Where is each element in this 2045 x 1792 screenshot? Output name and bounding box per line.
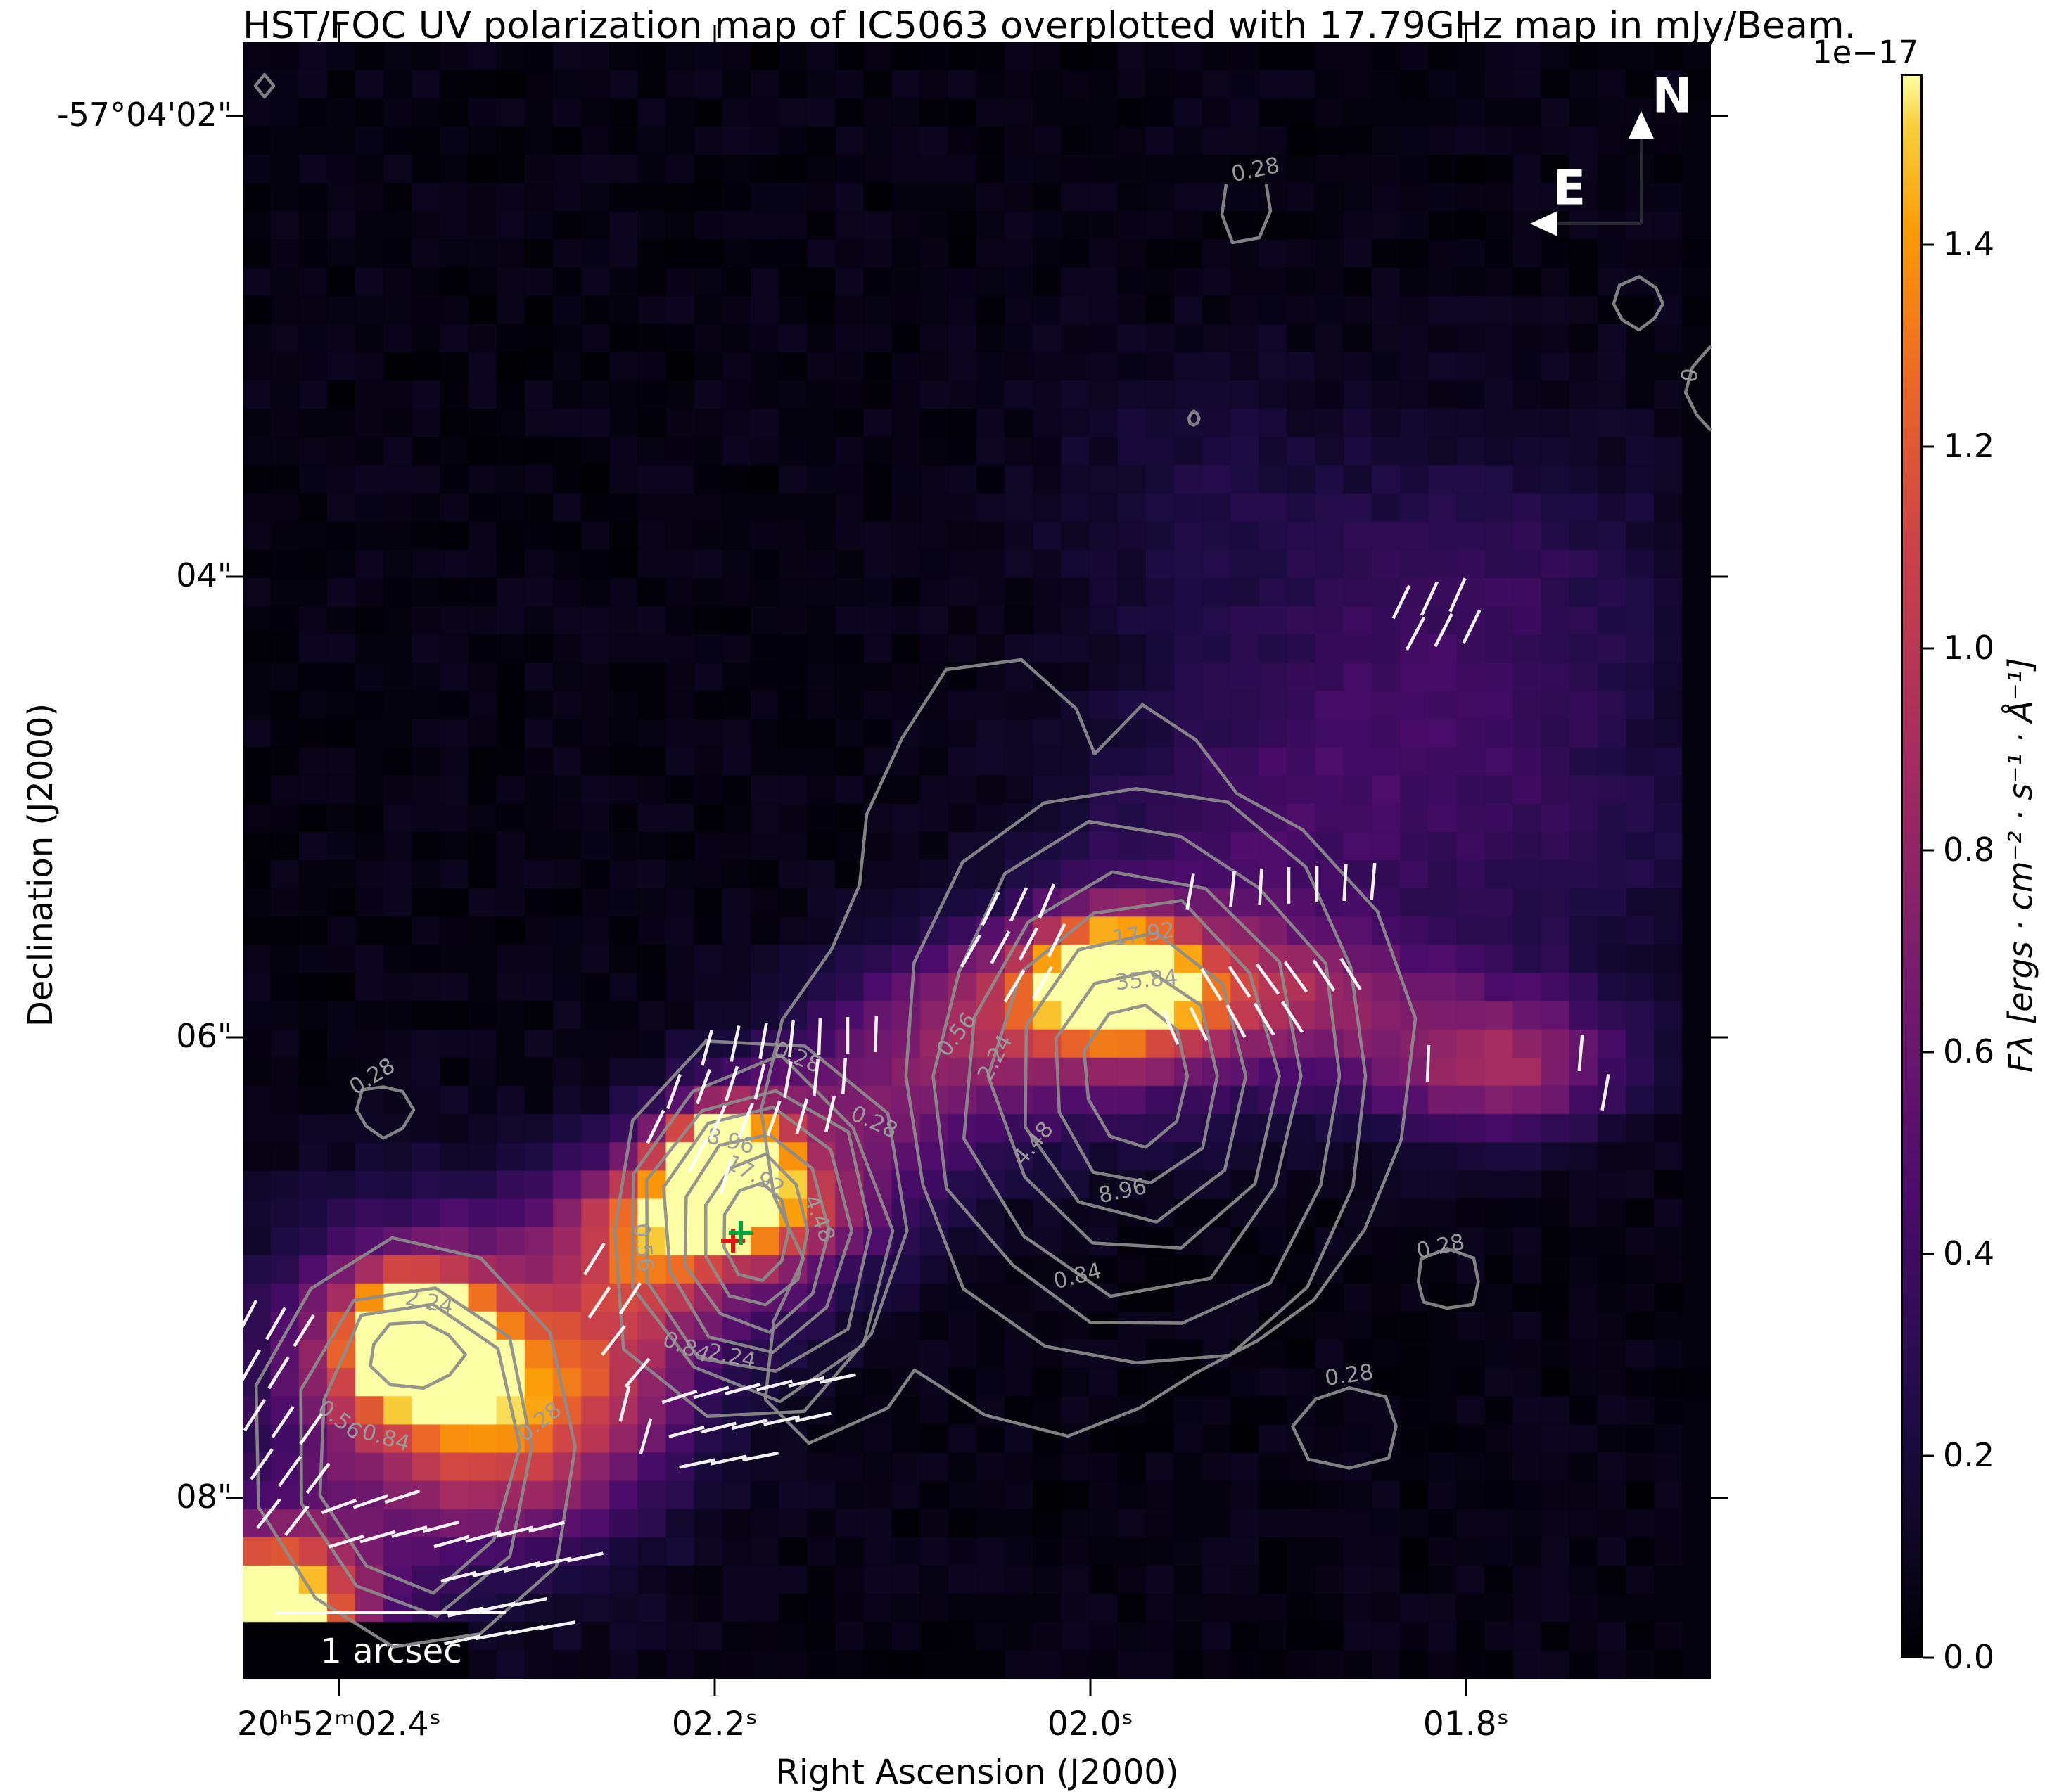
y-tick-label: 04" [176,556,232,594]
y-tick-label: 06" [176,1017,232,1055]
colorbar-axis-label: Fλ [ergs · cm⁻² · s⁻¹ · Å⁻¹] [2001,658,2039,1073]
x-tick-label: 01.8ˢ [1422,1705,1510,1743]
scale-bar-label: 1 arcsec [320,1632,462,1671]
y-tick-label: 08" [176,1478,232,1516]
colorbar-gradient [1901,74,1923,1658]
x-axis-label: Right Ascension (J2000) [775,1753,1179,1792]
compass-east-label: E [1553,160,1586,217]
colorbar-tick-label: 1.0 [1943,629,1995,667]
y-tick-label: -57°04'02" [56,96,232,134]
colorbar-tick-label: 1.4 [1943,225,1995,263]
colorbar-tick-label: 0.8 [1943,831,1995,869]
colorbar-tick-label: 1.2 [1943,427,1995,465]
heatmap-canvas [243,42,1711,1679]
colorbar-tick-label: 0.6 [1943,1032,1995,1070]
x-tick-label: 02.2ˢ [671,1705,758,1743]
colorbar-tick-label: 0.2 [1943,1436,1995,1474]
x-tick-label: 02.0ˢ [1047,1705,1134,1743]
x-tick-label: 20ʰ52ᵐ02.4ˢ [236,1705,442,1743]
plot-area [243,42,1711,1679]
colorbar-scale-label: 1e−17 [1812,34,1919,71]
y-axis-label: Declination (J2000) [21,703,60,1028]
colorbar-tick-label: 0.4 [1943,1234,1995,1272]
figure-title: HST/FOC UV polarization map of IC5063 ov… [243,4,1856,47]
colorbar-tick-label: 0.0 [1943,1638,1995,1676]
compass-north-label: N [1652,68,1693,124]
